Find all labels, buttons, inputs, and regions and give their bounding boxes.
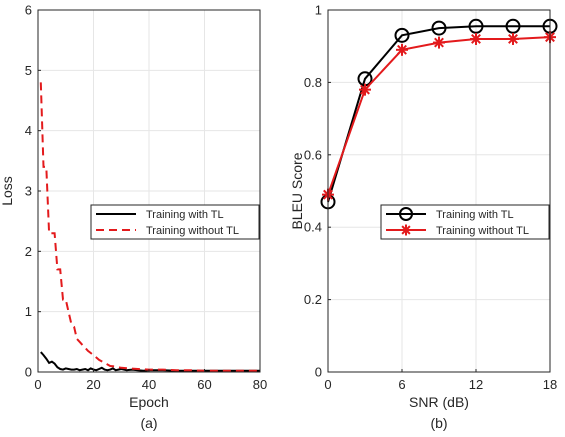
y-tick-label: 2	[25, 244, 32, 259]
x-tick-label: 0	[324, 377, 331, 392]
chart-a: 0 20 40 60 80 0 1 2 3 4 5 6 Epoch Loss (a) Training wit…	[0, 3, 267, 432]
y-tick-label: 1	[315, 3, 322, 18]
series-line-2	[39, 82, 260, 372]
legend-label: Training without TL	[146, 225, 239, 237]
y-tick-label: 0	[25, 365, 32, 380]
series-line-1	[327, 25, 550, 203]
series-line-1	[40, 351, 260, 372]
data-point	[505, 18, 521, 34]
y-tick-label: 5	[25, 63, 32, 78]
y-tick-label: 0.2	[304, 292, 322, 307]
chart-caption: (a)	[140, 415, 157, 431]
x-tick-label: 60	[197, 377, 211, 392]
data-point	[468, 18, 484, 34]
x-tick-label: 80	[253, 377, 267, 392]
legend-label: Training without TL	[436, 225, 529, 237]
y-tick-label: 6	[25, 3, 32, 18]
x-tick-label: 40	[142, 377, 156, 392]
legend: Training with TL Training without TL	[380, 204, 550, 240]
chart-b: 0 6 12 18 0 0.2 0.4 0.6 0.8 1 SNR (dB) BLEU Score (b…	[289, 3, 558, 431]
y-tick-label: 0	[315, 365, 322, 380]
data-point	[433, 36, 445, 49]
series-line-2	[327, 36, 551, 195]
x-tick-label: 18	[543, 377, 557, 392]
legend: Training with TL Training without TL	[90, 204, 260, 240]
chart-caption: (b)	[430, 415, 447, 431]
x-tick-label: 6	[398, 377, 405, 392]
x-tick-label: 0	[34, 377, 41, 392]
axes-box	[327, 9, 551, 373]
y-tick-label: 0.8	[304, 75, 322, 90]
legend-label: Training with TL	[146, 209, 224, 221]
legend-label: Training with TL	[436, 209, 514, 221]
legend-marker	[399, 207, 413, 221]
data-point	[396, 43, 408, 56]
data-point	[470, 32, 482, 45]
x-tick-label: 20	[86, 377, 100, 392]
x-tick-label: 12	[469, 377, 483, 392]
legend-marker	[400, 224, 412, 236]
y-axis-label: Loss	[0, 176, 15, 206]
data-point	[507, 32, 519, 45]
y-tick-label: 3	[25, 184, 32, 199]
x-axis-label: Epoch	[129, 394, 169, 410]
y-tick-label: 4	[25, 123, 32, 138]
x-axis-label: SNR (dB)	[409, 394, 469, 410]
data-point	[394, 27, 410, 43]
y-tick-label: 1	[25, 304, 32, 319]
data-point	[431, 20, 447, 36]
y-axis-label: BLEU Score	[289, 152, 305, 229]
data-point	[359, 83, 371, 96]
y-tick-label: 0.4	[304, 220, 322, 235]
y-tick-label: 0.6	[304, 147, 322, 162]
